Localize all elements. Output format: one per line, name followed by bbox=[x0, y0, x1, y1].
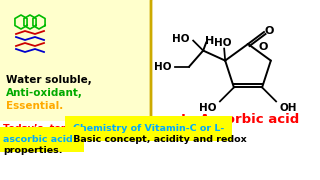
Text: Chemistry of Vitamin-C or L-: Chemistry of Vitamin-C or L- bbox=[73, 124, 224, 133]
Text: HO: HO bbox=[199, 103, 217, 113]
Text: O: O bbox=[259, 42, 268, 52]
Text: properties.: properties. bbox=[3, 146, 62, 155]
FancyBboxPatch shape bbox=[151, 0, 320, 125]
Text: ascorbic acid:: ascorbic acid: bbox=[3, 135, 76, 144]
Text: Essential.: Essential. bbox=[6, 101, 63, 111]
Text: Basic concept, acidity and redox: Basic concept, acidity and redox bbox=[70, 135, 247, 144]
Text: O: O bbox=[264, 26, 274, 36]
Text: H: H bbox=[204, 36, 214, 46]
Bar bbox=[0, 121, 320, 180]
Text: L- Ascorbic acid: L- Ascorbic acid bbox=[181, 113, 299, 126]
Text: Water soluble,: Water soluble, bbox=[6, 75, 92, 85]
Text: HO: HO bbox=[214, 38, 232, 48]
Text: HO: HO bbox=[155, 62, 172, 72]
Text: HO: HO bbox=[172, 34, 190, 44]
Text: Anti-oxidant,: Anti-oxidant, bbox=[6, 88, 83, 98]
Text: Today’s  topic:: Today’s topic: bbox=[3, 124, 80, 133]
FancyBboxPatch shape bbox=[0, 0, 154, 124]
Text: OH: OH bbox=[279, 103, 297, 113]
